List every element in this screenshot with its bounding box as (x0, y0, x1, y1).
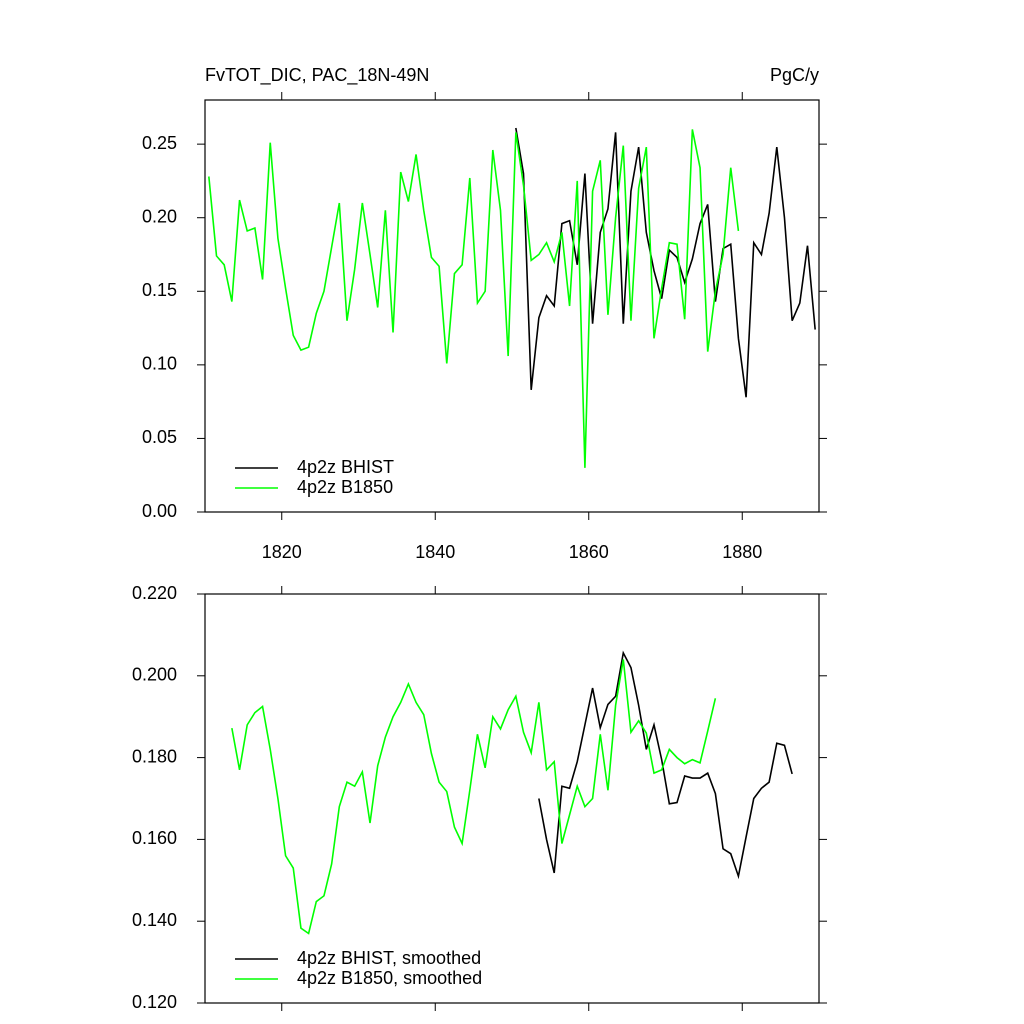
y-tick-label: 0.140 (132, 910, 177, 930)
plot-frame (204, 593, 820, 1004)
y-tick-label: 0.10 (142, 354, 177, 374)
series-line (231, 659, 717, 935)
y-tick-label: 0.200 (132, 665, 177, 685)
y-tick-label: 0.15 (142, 280, 177, 300)
y-tick-label: 0.160 (132, 828, 177, 848)
legend-label: 4p2z B1850 (297, 477, 393, 497)
x-tick-label: 1840 (415, 542, 455, 562)
y-tick-label: 0.00 (142, 501, 177, 521)
series-line (208, 129, 740, 468)
plot-frame (204, 99, 820, 513)
y-tick-label: 0.25 (142, 133, 177, 153)
y-tick-label: 0.120 (132, 992, 177, 1012)
x-tick-label: 1820 (262, 542, 302, 562)
series-line (515, 127, 816, 398)
units-title: PgC/y (770, 65, 819, 85)
y-tick-label: 0.220 (132, 583, 177, 603)
chart-title: FvTOT_DIC, PAC_18N-49N (205, 65, 429, 86)
legend-label: 4p2z BHIST (297, 457, 394, 477)
legend-label: 4p2z B1850, smoothed (297, 968, 482, 988)
y-tick-label: 0.05 (142, 427, 177, 447)
legend-label: 4p2z BHIST, smoothed (297, 948, 481, 968)
series-line (538, 650, 793, 880)
x-tick-label: 1860 (569, 542, 609, 562)
x-tick-label: 1880 (722, 542, 762, 562)
y-tick-label: 0.180 (132, 746, 177, 766)
y-tick-label: 0.20 (142, 206, 177, 226)
